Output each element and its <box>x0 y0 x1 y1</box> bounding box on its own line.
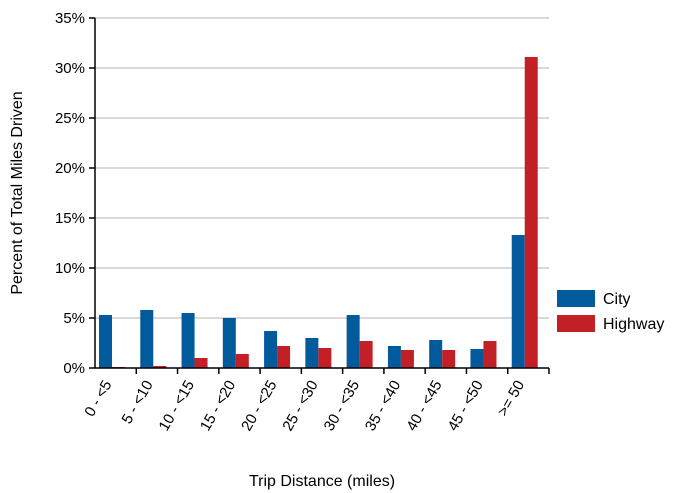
bar-highway <box>524 57 538 368</box>
x-tick-label: 45 - <50 <box>444 378 486 435</box>
bar-city <box>264 331 278 368</box>
y-tick-label: 10% <box>55 260 85 277</box>
y-tick-label: 15% <box>55 210 85 227</box>
legend-swatch-highway <box>557 315 595 332</box>
y-tick-label: 30% <box>55 60 85 77</box>
legend: City Highway <box>557 290 664 333</box>
bar-city <box>511 235 525 368</box>
y-tick-label: 5% <box>63 310 85 327</box>
y-tick-label: 35% <box>55 10 85 27</box>
bar-highway <box>483 341 497 368</box>
bar-city <box>222 318 236 368</box>
legend-swatch-city <box>557 290 595 307</box>
y-axis-ticks: 0% 5% 10% 15% 20% 25% 30% 35% <box>55 10 95 377</box>
bar-city <box>99 315 112 368</box>
bar-highway <box>194 358 208 368</box>
y-axis-title: Percent of Total Miles Driven <box>9 91 26 294</box>
bar-city <box>387 346 401 368</box>
bar-city <box>181 313 195 368</box>
bar-highway <box>153 366 167 368</box>
x-tick-label: 10 - <15 <box>156 378 198 435</box>
legend-label-city: City <box>603 291 631 308</box>
y-tick-label: 0% <box>63 360 85 377</box>
bar-highway <box>359 341 373 368</box>
bar-highway <box>235 354 249 368</box>
bar-city <box>346 315 360 368</box>
bar-city <box>140 310 154 368</box>
y-tick-label: 25% <box>55 110 85 127</box>
x-tick-label: 20 - <25 <box>238 378 280 435</box>
x-tick-label: 25 - <30 <box>279 378 321 435</box>
x-tick-label: >= 50 <box>494 378 528 420</box>
bars <box>99 57 538 368</box>
bar-city <box>305 338 319 368</box>
bar-highway <box>400 350 414 368</box>
x-tick-label: 30 - <35 <box>321 378 363 435</box>
x-axis-title: Trip Distance (miles) <box>249 473 395 490</box>
bar-highway <box>442 350 456 368</box>
bar-city <box>429 340 443 368</box>
bar-city <box>470 349 484 368</box>
bar-highway <box>277 346 291 368</box>
x-tick-label: 35 - <40 <box>362 378 404 435</box>
x-tick-label: 5 - <10 <box>118 378 156 427</box>
grid-lines <box>95 17 549 319</box>
x-tick-label: 0 - <5 <box>81 378 115 420</box>
bar-highway <box>318 348 332 368</box>
legend-label-highway: Highway <box>603 316 664 333</box>
y-tick-label: 20% <box>55 160 85 177</box>
x-tick-label: 15 - <20 <box>197 378 239 435</box>
x-tick-label: 40 - <45 <box>403 378 445 435</box>
